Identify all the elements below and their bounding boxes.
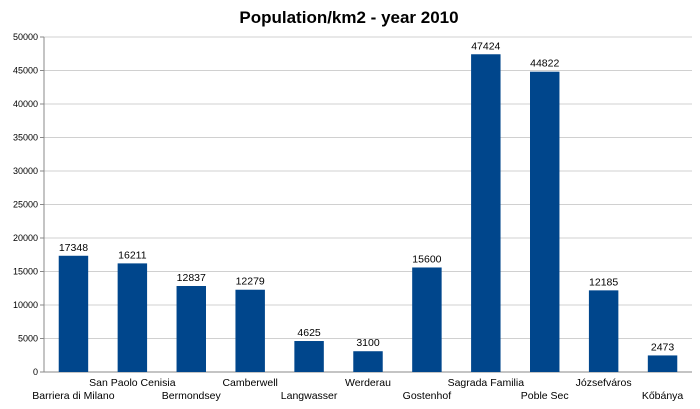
y-tick-label: 20000 (13, 233, 38, 243)
x-category-label: Poble Sec (521, 390, 569, 402)
data-label: 12185 (589, 276, 618, 288)
y-tick-label: 35000 (13, 133, 38, 143)
x-category-label: Camberwell (222, 377, 277, 389)
bar (235, 289, 265, 372)
data-label: 16211 (118, 249, 147, 261)
x-category-label: Langwasser (281, 390, 338, 402)
x-category-label: Bermondsey (162, 390, 222, 402)
x-category-label: Werderau (345, 377, 391, 389)
y-tick-label: 40000 (13, 99, 38, 109)
data-label: 12837 (177, 272, 206, 284)
bar (176, 285, 206, 372)
data-label: 47424 (471, 40, 500, 52)
x-category-label: San Paolo Cenisia (89, 377, 176, 389)
bar (647, 355, 678, 372)
data-label: 4625 (297, 327, 321, 339)
bar (353, 351, 383, 372)
y-tick-label: 30000 (13, 166, 38, 176)
y-tick-label: 5000 (18, 334, 38, 344)
bar (412, 267, 442, 372)
data-label: 44822 (530, 58, 559, 70)
y-tick-label: 25000 (13, 200, 38, 210)
x-category-label: Sagrada Familia (448, 377, 525, 389)
x-category-label: Kőbánya (642, 390, 684, 402)
data-label: 3100 (356, 337, 380, 349)
chart-title: Population/km2 - year 2010 (239, 8, 458, 27)
y-tick-label: 10000 (13, 300, 38, 310)
y-tick-label: 50000 (13, 32, 38, 42)
y-tick-label: 0 (33, 367, 38, 377)
bar (58, 255, 89, 372)
data-label: 15600 (412, 253, 441, 265)
data-label: 2473 (651, 341, 675, 353)
data-label: 12279 (236, 276, 265, 288)
y-tick-label: 15000 (13, 267, 38, 277)
bar (530, 71, 560, 372)
bar (588, 290, 619, 372)
bar (294, 341, 324, 372)
bar (117, 263, 148, 372)
y-tick-label: 45000 (13, 66, 38, 76)
data-label: 17348 (59, 242, 88, 254)
x-category-label: Barriera di Milano (32, 390, 114, 402)
x-category-label: Józsefváros (576, 377, 632, 389)
bar (471, 54, 501, 372)
x-category-label: Gostenhof (403, 390, 452, 402)
